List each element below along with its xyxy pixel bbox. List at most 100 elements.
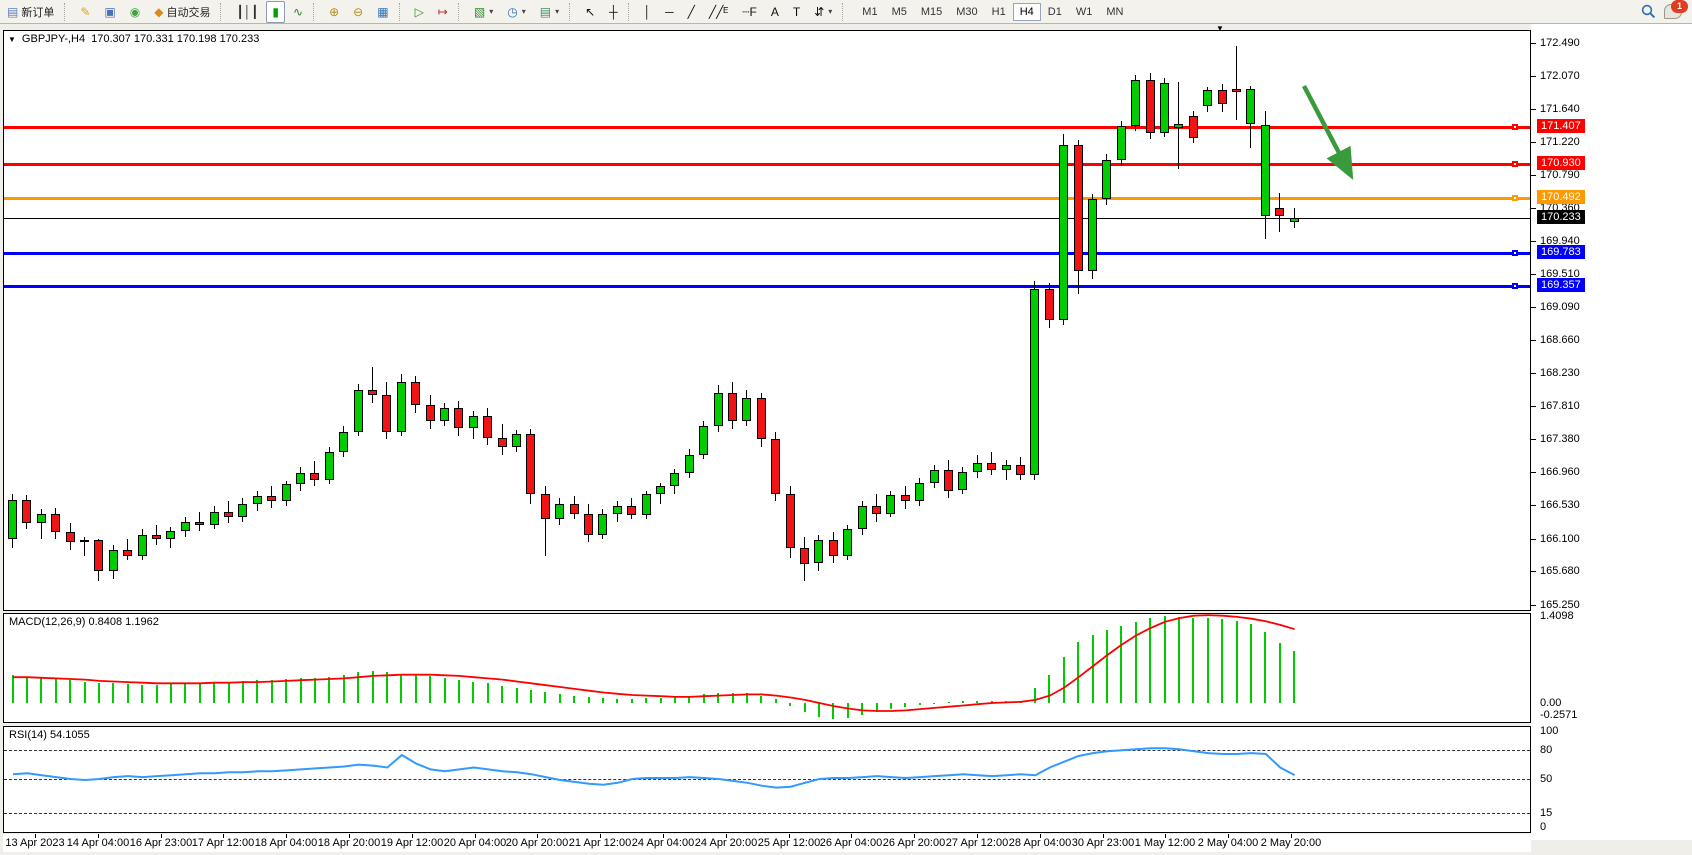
candle xyxy=(771,439,781,494)
candle xyxy=(382,395,392,432)
timeframe-button-mn[interactable]: MN xyxy=(1106,5,1124,18)
line-chart-button[interactable]: ∿ xyxy=(287,1,309,23)
macd-histogram-bar xyxy=(372,671,374,703)
line-chart-icon: ∿ xyxy=(293,4,304,19)
templates-button[interactable]: ▤ ▾ xyxy=(534,1,565,23)
signals-icon[interactable]: ◉ xyxy=(124,1,146,23)
level-line-handle[interactable] xyxy=(1512,124,1518,130)
horizontal-level-line[interactable] xyxy=(4,284,1530,288)
timeframe-button-d1[interactable]: D1 xyxy=(1047,5,1062,18)
axis-tick-label: 172.490 xyxy=(1540,37,1580,49)
macd-histogram-bar xyxy=(1221,619,1223,703)
timeframe-button-w1[interactable]: W1 xyxy=(1075,5,1093,18)
candlestick-chart-button[interactable]: ▮ xyxy=(266,0,286,23)
macd-histogram-bar xyxy=(1264,632,1266,703)
price-axis[interactable]: 172.490 172.070 171.640 171.220 170.790 170.3… xyxy=(1531,24,1692,840)
macd-histogram-bar xyxy=(544,691,546,703)
dropdown-caret-icon[interactable]: ▾ xyxy=(828,7,833,16)
autotrading-button[interactable]: ◆ 自动交易 xyxy=(148,1,216,23)
horizontal-line-button[interactable]: ─ xyxy=(659,1,680,23)
bar-chart-button[interactable]: ┃│┃ xyxy=(230,1,264,23)
time-tick xyxy=(349,834,350,838)
one-click-toggle-icon[interactable]: ▼ xyxy=(8,34,16,44)
time-axis[interactable]: 13 Apr 2023 14 Apr 04:00 16 Apr 23:00 17 Ap… xyxy=(3,834,1531,852)
time-tick xyxy=(286,834,287,838)
horizontal-level-line[interactable] xyxy=(4,125,1530,129)
timeframe-button-m15[interactable]: M15 xyxy=(920,5,943,18)
signals-icon-icon: ◉ xyxy=(129,4,141,19)
toolbar-right: 1 xyxy=(1641,0,1692,19)
terminal-icon[interactable]: ▣ xyxy=(98,1,121,23)
new-order-button[interactable]: ▤ 新订单 xyxy=(1,1,60,23)
arrows-button[interactable]: ⇵ ▾ xyxy=(808,1,838,23)
trendline-button[interactable]: ╱ xyxy=(682,1,701,23)
dropdown-caret-icon[interactable]: ▾ xyxy=(489,7,494,16)
text-label-button[interactable]: T xyxy=(787,1,806,23)
macd-signal-line xyxy=(13,614,1295,712)
level-line-handle[interactable] xyxy=(1512,250,1518,256)
candle xyxy=(872,506,881,514)
candle xyxy=(742,397,752,421)
crosshair-button[interactable]: ┼ xyxy=(603,1,624,23)
level-line-handle[interactable] xyxy=(1512,283,1518,289)
timeframe-button-h4[interactable]: H4 xyxy=(1012,2,1041,21)
timeframe-button-m5[interactable]: M5 xyxy=(891,5,907,18)
axis-tick xyxy=(1531,306,1536,308)
macd-histogram-bar xyxy=(1077,641,1079,703)
tile-windows-button[interactable]: ▦ xyxy=(371,1,394,23)
time-tick xyxy=(851,834,852,838)
timeframe-button-h1[interactable]: H1 xyxy=(991,5,1006,18)
horizontal-level-line[interactable] xyxy=(4,196,1530,200)
candle xyxy=(656,485,665,494)
new-chart-icon: ▧ xyxy=(473,4,486,19)
date-label: 16 Apr 23:00 xyxy=(129,837,193,849)
channel-button[interactable]: ╱╱ᴱ xyxy=(703,1,734,23)
date-label: 2 May 20:00 xyxy=(1260,837,1322,849)
candle xyxy=(1188,115,1198,139)
timeframe-button-m30[interactable]: M30 xyxy=(956,5,978,18)
macd-pane[interactable]: MACD(12,26,9) 0.8408 1.1962 xyxy=(3,613,1531,723)
level-line-handle[interactable] xyxy=(1512,161,1518,167)
macd-histogram-bar xyxy=(141,684,143,703)
level-price-badge: 170.930 xyxy=(1537,156,1585,170)
timeframe-button-m1[interactable]: M1 xyxy=(862,5,878,18)
zoom-in-button[interactable]: ⊕ xyxy=(323,1,345,23)
search-icon[interactable] xyxy=(1641,4,1656,19)
metaeditor-icon[interactable]: ✎ xyxy=(74,1,96,23)
time-tick xyxy=(600,834,601,838)
autoscroll-button[interactable]: ▷ xyxy=(409,1,430,23)
cursor-button[interactable]: ↖ xyxy=(579,1,601,23)
macd-histogram-bar xyxy=(98,682,100,703)
horizontal-level-line[interactable] xyxy=(4,251,1530,255)
candle xyxy=(526,433,536,494)
candle xyxy=(94,540,104,572)
candle xyxy=(238,503,248,517)
candle xyxy=(1059,144,1069,320)
vertical-line-button[interactable]: │ xyxy=(638,1,658,23)
date-label: 17 Apr 12:00 xyxy=(191,837,255,849)
candle xyxy=(166,530,176,539)
candle xyxy=(51,513,61,533)
dropdown-caret-icon[interactable]: ▾ xyxy=(555,7,560,16)
macd-histogram-bar xyxy=(12,675,14,703)
candle xyxy=(800,548,809,564)
date-label: 13 Apr 2023 xyxy=(5,837,65,849)
chat-icon[interactable]: 1 xyxy=(1664,0,1688,19)
zoom-out-button[interactable]: ⊖ xyxy=(347,1,369,23)
chart-shift-button[interactable]: ↦ xyxy=(432,1,454,23)
horizontal-level-line[interactable] xyxy=(4,162,1530,166)
macd-histogram-bar xyxy=(415,674,417,703)
macd-histogram-bar xyxy=(1192,617,1194,703)
vertical-line-icon: │ xyxy=(643,4,652,19)
dropdown-caret-icon[interactable]: ▾ xyxy=(521,7,526,16)
text-button[interactable]: A xyxy=(765,1,785,23)
candle xyxy=(713,392,723,427)
periods-button[interactable]: ◷ ▾ xyxy=(501,1,532,23)
level-line-handle[interactable] xyxy=(1512,195,1518,201)
fibonacci-button[interactable]: ┈F xyxy=(736,1,763,23)
axis-tick-label: 168.230 xyxy=(1540,367,1580,380)
new-chart-button[interactable]: ▧ ▾ xyxy=(468,1,499,23)
macd-histogram-bar xyxy=(501,685,503,703)
candle xyxy=(512,433,521,448)
